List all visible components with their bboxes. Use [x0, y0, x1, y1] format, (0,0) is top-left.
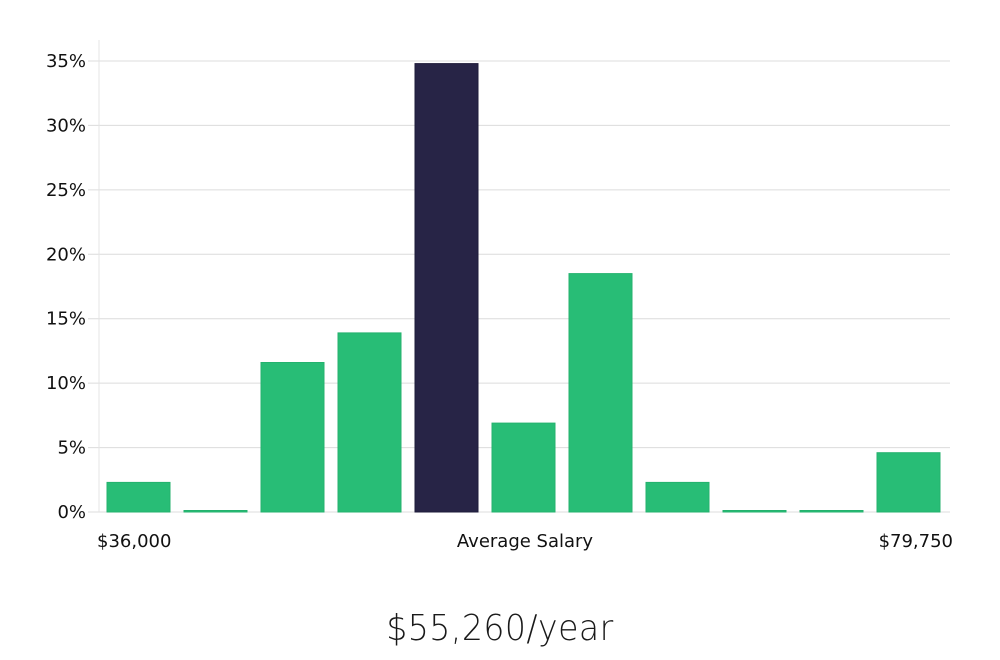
y-axis-ticks: 0% 5% 10% 15% 20% 25% 30% 35% [46, 51, 86, 523]
bar [799, 510, 864, 513]
salary-histogram: 0% 5% 10% 15% 20% 25% 30% 35% $36,000 Average S… [46, 40, 953, 552]
x-min-label: $36,000 [97, 531, 171, 552]
grid-lines [88, 60, 950, 513]
average-salary-value: $55,260/year [386, 608, 614, 649]
x-center-label: Average Salary [457, 531, 594, 552]
y-tick-label: 20% [46, 244, 86, 265]
bar [491, 422, 556, 513]
bar [183, 510, 248, 513]
bar [722, 510, 787, 513]
bar [568, 273, 633, 513]
bar [645, 481, 710, 513]
bar [337, 332, 402, 513]
bar [876, 452, 941, 513]
y-tick-label: 30% [46, 115, 86, 136]
y-tick-label: 0% [57, 502, 86, 523]
bar [106, 481, 171, 513]
y-tick-label: 15% [46, 309, 86, 330]
bars [106, 63, 941, 513]
x-max-label: $79,750 [879, 531, 953, 552]
y-tick-label: 5% [57, 438, 86, 459]
y-tick-label: 25% [46, 180, 86, 201]
y-tick-label: 10% [46, 373, 86, 394]
bar-highlighted [414, 63, 479, 513]
y-tick-label: 35% [46, 51, 86, 72]
bar [260, 362, 325, 513]
